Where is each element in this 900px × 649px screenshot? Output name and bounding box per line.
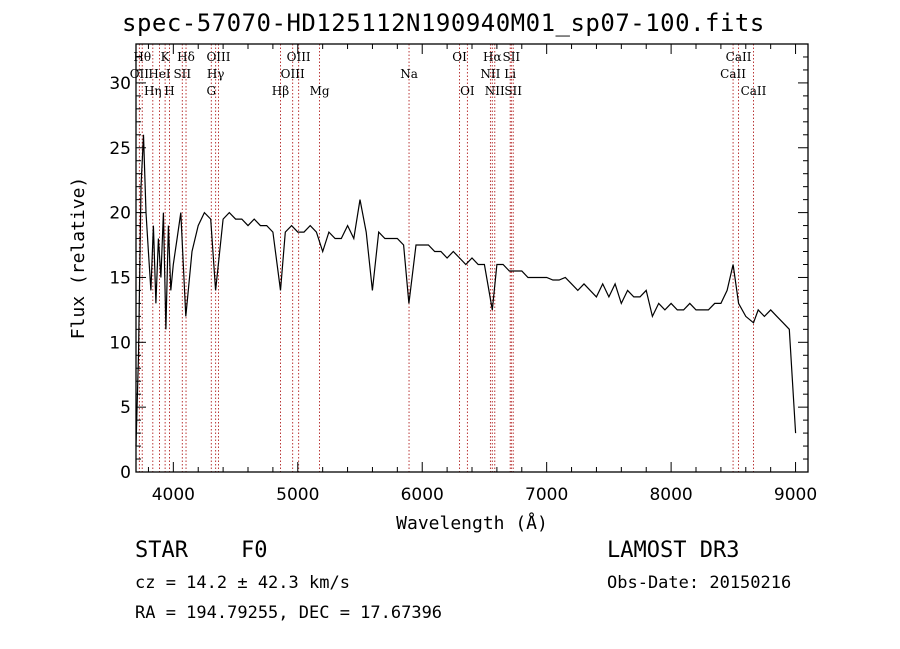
line-marker-label-6: SII <box>173 67 191 81</box>
y-tick-label-0: 0 <box>120 463 131 483</box>
line-marker-label-25: CaII <box>726 50 752 64</box>
line-marker-label-26: CaII <box>741 84 767 98</box>
x-tick-label-4000: 4000 <box>152 485 195 505</box>
line-marker-label-10: OIII <box>206 50 230 64</box>
line-marker-label-2: Hη <box>144 84 162 98</box>
line-marker-label-16: OI <box>452 50 467 64</box>
line-marker-label-4: K <box>161 50 171 64</box>
x-tick-label-7000: 7000 <box>525 485 568 505</box>
object-class: STAR <box>135 538 188 563</box>
line-marker-label-13: OIII <box>287 50 311 64</box>
line-marker-label-18: NII <box>480 67 500 81</box>
line-marker-label-15: Na <box>400 67 418 81</box>
line-marker-label-14: Mg <box>310 84 330 98</box>
y-tick-label-20: 20 <box>109 204 131 224</box>
y-tick-label-15: 15 <box>109 268 131 288</box>
line-marker-label-1: Hθ <box>133 50 151 64</box>
line-marker-label-23: SII <box>504 84 522 98</box>
line-marker-label-0: OII <box>130 67 150 81</box>
line-marker-label-24: CaII <box>720 67 746 81</box>
line-marker-label-17: OI <box>460 84 475 98</box>
redshift-text: cz = 14.2 ± 42.3 km/s <box>135 573 350 593</box>
line-marker-label-3: HeI <box>148 67 171 81</box>
x-tick-label-5000: 5000 <box>276 485 319 505</box>
line-marker-label-11: Hβ <box>272 84 289 98</box>
y-tick-label-25: 25 <box>109 139 131 159</box>
y-axis-ticks: 0 5 10 15 20 25 30 <box>109 56 808 483</box>
x-axis-label: Wavelength (Å) <box>396 512 548 534</box>
line-marker-labels-group: OII Hθ Hη HeI K H SII Hδ G Hγ OIII Hβ OIII OIII Mg Na OI… <box>130 50 767 98</box>
y-tick-label-30: 30 <box>109 74 131 94</box>
x-tick-label-6000: 6000 <box>401 485 444 505</box>
obs-date: Obs-Date: 20150216 <box>607 573 792 593</box>
coordinates: RA = 194.79255, DEC = 17.67396 <box>135 603 443 623</box>
line-marker-label-22: SII <box>502 50 520 64</box>
line-marker-label-9: Hγ <box>207 67 225 81</box>
spectrum-line <box>135 134 797 447</box>
line-marker-label-12: OIII <box>281 67 305 81</box>
survey-name: LAMOST DR3 <box>607 538 740 563</box>
y-axis-label: Flux (relative) <box>68 177 89 340</box>
object-subclass: F0 <box>241 538 268 563</box>
y-tick-label-5: 5 <box>120 398 131 418</box>
line-marker-label-20: NII <box>485 84 505 98</box>
chart-title: spec-57070-HD125112N190940M01_sp07-100.f… <box>122 9 765 37</box>
x-tick-label-9000: 9000 <box>774 485 817 505</box>
x-axis-ticks: 4000 5000 6000 7000 8000 9000 <box>147 44 817 505</box>
line-marker-label-7: Hδ <box>177 50 195 64</box>
line-marker-label-21: Li <box>504 67 516 81</box>
x-tick-label-8000: 8000 <box>649 485 692 505</box>
line-marker-label-5: H <box>164 84 174 98</box>
y-tick-label-10: 10 <box>109 333 131 353</box>
line-marker-label-19: Hα <box>483 50 502 64</box>
line-marker-label-8: G <box>206 84 216 98</box>
